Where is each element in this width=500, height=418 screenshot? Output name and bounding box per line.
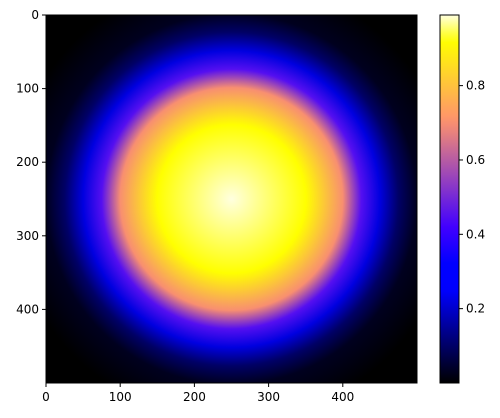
y-tick-label: 0 <box>31 8 39 22</box>
x-tick-label: 100 <box>109 390 132 404</box>
colorbar-tick-label: 0.4 <box>466 227 485 241</box>
colorbar-tick-label: 0.6 <box>466 153 485 167</box>
colorbar-tick-label: 0.2 <box>466 302 485 316</box>
x-axis: 0 100 200 300 400 <box>42 383 354 404</box>
colorbar-gradient <box>440 15 459 383</box>
colorbar-tick-label: 0.8 <box>466 79 485 93</box>
x-tick-label: 200 <box>183 390 206 404</box>
heatmap-panel: 0 100 200 300 400 0 100 200 300 400 <box>16 8 417 404</box>
y-tick-label: 300 <box>16 229 39 243</box>
colorbar: 0.2 0.4 0.6 0.8 <box>440 15 485 383</box>
y-tick-label: 200 <box>16 155 39 169</box>
colorbar-axis: 0.2 0.4 0.6 0.8 <box>459 79 485 316</box>
heatmap-image <box>46 15 417 383</box>
y-axis: 0 100 200 300 400 <box>16 8 46 316</box>
x-tick-label: 400 <box>331 390 354 404</box>
x-tick-label: 0 <box>42 390 50 404</box>
y-tick-label: 100 <box>16 82 39 96</box>
y-tick-label: 400 <box>16 302 39 316</box>
x-tick-label: 300 <box>257 390 280 404</box>
